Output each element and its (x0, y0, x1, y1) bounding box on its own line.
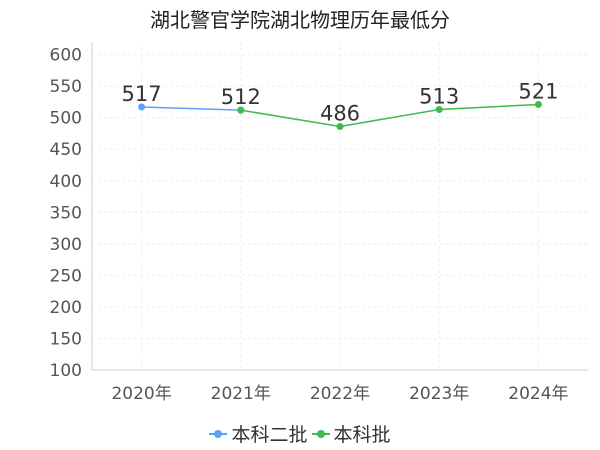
x-tick-label: 2023年 (409, 384, 469, 404)
data-label: 517 (122, 82, 162, 106)
data-label: 521 (518, 79, 558, 103)
x-tick-label: 2021年 (211, 384, 271, 404)
y-tick-label: 100 (50, 361, 82, 381)
y-tick-label: 200 (50, 298, 82, 318)
legend: 本科二批 本科批 (0, 420, 600, 447)
series-layer (138, 100, 542, 131)
data-label-layer: 517 512 486 513 521 (122, 79, 559, 125)
y-tick-label: 500 (50, 109, 82, 129)
legend-item-series-1[interactable]: 本科二批 (209, 420, 308, 447)
series-line-2 (240, 103, 539, 128)
legend-marker-icon (311, 428, 330, 440)
y-tick-label: 150 (50, 329, 82, 349)
data-label: 486 (320, 102, 360, 126)
y-tick-label: 550 (50, 77, 82, 97)
data-label: 513 (419, 84, 459, 108)
chart-title: 湖北警官学院湖北物理历年最低分 (150, 8, 450, 32)
legend-label: 本科批 (333, 424, 391, 446)
data-point-series-2 (534, 100, 542, 108)
series-line-1 (141, 106, 241, 111)
y-tick-label: 400 (50, 172, 82, 192)
y-tick-label: 350 (50, 203, 82, 223)
data-label: 512 (221, 85, 261, 109)
x-tick-label: 2020年 (111, 384, 171, 404)
legend-label: 本科二批 (231, 424, 308, 446)
y-tick-label: 250 (50, 266, 82, 286)
y-tick-label: 450 (50, 140, 82, 160)
legend-item-series-2[interactable]: 本科批 (311, 420, 391, 447)
x-tick-label: 2024年 (508, 384, 568, 404)
grid-layer (92, 42, 588, 371)
axis-layer: 100 150 200 250 300 350 400 450 500 550 600 2020年 20… (50, 42, 588, 404)
data-point-series-1 (138, 103, 146, 111)
legend-marker-icon (209, 428, 228, 440)
data-point-series-2 (336, 123, 344, 131)
x-tick-label: 2022年 (310, 384, 370, 404)
data-point-series-2 (435, 105, 443, 113)
y-tick-label: 300 (50, 235, 82, 255)
y-tick-label: 600 (50, 46, 82, 66)
data-point-series-2 (237, 106, 245, 114)
